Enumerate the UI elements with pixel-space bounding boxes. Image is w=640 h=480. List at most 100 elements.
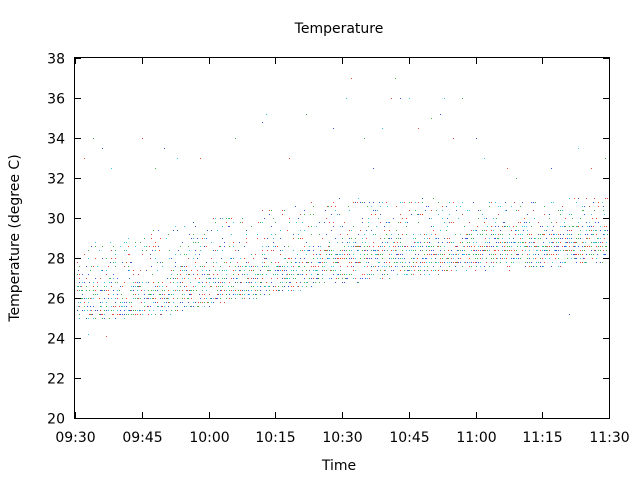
data-point <box>460 234 461 235</box>
data-point <box>293 286 294 287</box>
data-point <box>241 282 242 283</box>
data-point <box>554 250 555 251</box>
data-point <box>566 242 567 243</box>
data-point <box>580 230 581 231</box>
data-point <box>589 238 590 239</box>
data-point <box>197 238 198 239</box>
data-point <box>440 250 441 251</box>
data-point <box>526 222 527 223</box>
data-point <box>426 262 427 263</box>
data-point <box>195 250 196 251</box>
data-point <box>400 246 401 247</box>
data-point <box>317 278 318 279</box>
data-point <box>342 282 343 283</box>
data-point <box>144 238 145 239</box>
data-point <box>186 290 187 291</box>
data-point <box>190 290 191 291</box>
data-point <box>562 246 563 247</box>
data-point <box>425 258 426 259</box>
data-point <box>595 230 596 231</box>
data-point <box>115 250 116 251</box>
data-point <box>313 254 314 255</box>
data-point <box>275 274 276 275</box>
data-point <box>224 242 225 243</box>
data-point <box>256 298 257 299</box>
data-point <box>474 250 475 251</box>
data-point <box>124 250 125 251</box>
data-point <box>522 202 523 203</box>
data-point <box>77 310 78 311</box>
data-point <box>313 270 314 271</box>
data-point <box>534 242 535 243</box>
data-point <box>97 310 98 311</box>
data-point <box>233 278 234 279</box>
data-point <box>151 238 152 239</box>
data-point <box>380 270 381 271</box>
y-tick-label: 34 <box>47 132 65 148</box>
data-point <box>373 242 374 243</box>
data-point <box>358 246 359 247</box>
data-point <box>253 298 254 299</box>
data-point <box>600 250 601 251</box>
data-point <box>81 298 82 299</box>
data-point <box>282 274 283 275</box>
data-point <box>182 302 183 303</box>
outlier-point <box>306 114 307 115</box>
data-point <box>220 290 221 291</box>
data-point <box>518 258 519 259</box>
data-point <box>505 254 506 255</box>
data-point <box>322 270 323 271</box>
data-point <box>400 258 401 259</box>
data-point <box>157 286 158 287</box>
outlier-point <box>591 168 592 169</box>
data-point <box>219 270 220 271</box>
data-point <box>595 250 596 251</box>
data-point <box>580 238 581 239</box>
data-point <box>167 278 168 279</box>
data-point <box>455 234 456 235</box>
data-point <box>210 278 211 279</box>
data-point <box>240 282 241 283</box>
data-point <box>569 230 570 231</box>
data-point <box>473 262 474 263</box>
data-point <box>100 302 101 303</box>
data-point <box>486 262 487 263</box>
data-point <box>140 314 141 315</box>
data-point <box>133 270 134 271</box>
data-point <box>375 258 376 259</box>
data-point <box>139 282 140 283</box>
data-point <box>202 282 203 283</box>
data-point <box>371 214 372 215</box>
data-point <box>182 310 183 311</box>
data-point <box>514 250 515 251</box>
data-point <box>511 258 512 259</box>
data-point <box>340 270 341 271</box>
data-point <box>173 278 174 279</box>
data-point <box>464 226 465 227</box>
data-point <box>224 246 225 247</box>
data-point <box>320 250 321 251</box>
data-point <box>543 266 544 267</box>
data-point <box>469 222 470 223</box>
data-point <box>160 262 161 263</box>
data-point <box>516 250 517 251</box>
data-point <box>542 226 543 227</box>
data-point <box>151 234 152 235</box>
data-point <box>422 246 423 247</box>
data-point <box>84 306 85 307</box>
data-point <box>480 266 481 267</box>
data-point <box>424 242 425 243</box>
data-point <box>155 298 156 299</box>
data-point <box>257 238 258 239</box>
data-point <box>552 262 553 263</box>
data-point <box>97 266 98 267</box>
data-point <box>306 254 307 255</box>
data-point <box>186 266 187 267</box>
outlier-point <box>551 168 552 169</box>
data-point <box>102 318 103 319</box>
data-point <box>594 198 595 199</box>
data-point <box>222 238 223 239</box>
data-point <box>451 262 452 263</box>
data-point <box>327 250 328 251</box>
data-point <box>158 282 159 283</box>
